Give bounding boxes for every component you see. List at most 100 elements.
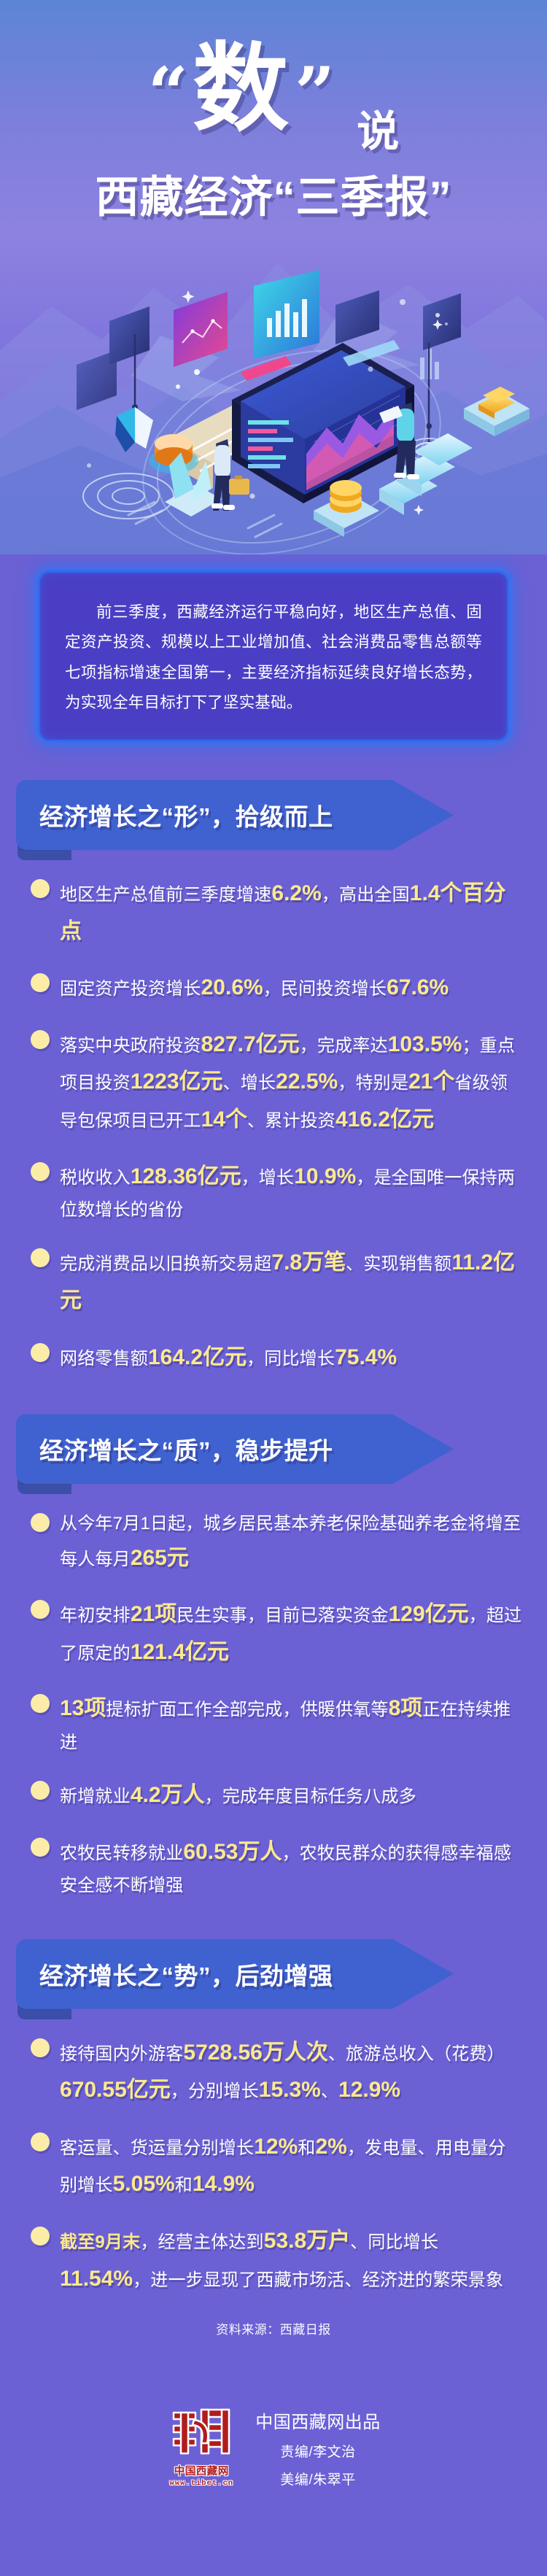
bullet-dot-icon bbox=[31, 1248, 50, 1268]
highlight-value: 103.5% bbox=[387, 1032, 462, 1056]
highlight-value: 12% bbox=[254, 2134, 298, 2159]
plain-text: ，民间投资增长 bbox=[263, 979, 387, 999]
plain-text: ，完成年度目标任务八成多 bbox=[204, 1787, 416, 1807]
bullet-text: 网络零售额164.2亿元，同比增长75.4% bbox=[60, 1345, 397, 1369]
bullet-list: 从今年7月1日起，城乡居民基本养老保险基础养老金将增至每人每月265元年初安排2… bbox=[0, 1509, 547, 1900]
bullet-text: 地区生产总值前三季度增速6.2%，高出全国1.4个百分点 bbox=[60, 881, 506, 943]
plain-text: 农牧民转移就业 bbox=[60, 1843, 184, 1863]
highlight-value: 12.9% bbox=[338, 2078, 401, 2103]
plain-text: 提标扩面工作全部完成，供暖供氧等 bbox=[106, 1700, 389, 1720]
designer-credit: 美编/朱翠平 bbox=[280, 2472, 356, 2488]
tibet-net-logo[interactable]: 中国西藏网 www.tibet.cn bbox=[166, 2408, 236, 2488]
highlight-value: 129亿元 bbox=[388, 1602, 469, 1627]
section-3: 经济增长之“势”，后劲增强 接待国内外游客5728.56万人次、旅游总收入（花费）… bbox=[0, 1938, 547, 2298]
bullet-dot-icon bbox=[31, 973, 50, 993]
plain-text: ，城乡居民基本养老保险基础养老金将增至每人每月 bbox=[60, 1514, 521, 1569]
highlight-value: 5.05% bbox=[112, 2172, 175, 2197]
bullet-item: 新增就业4.2万人，完成年度目标任务八成多 bbox=[0, 1776, 522, 1814]
bullet-text: 固定资产投资增长20.6%，民间投资增长67.6% bbox=[60, 975, 449, 999]
bullet-dot-icon bbox=[31, 1600, 50, 1620]
bullet-dot-icon bbox=[31, 1837, 50, 1857]
plain-text: ，农牧民群众的获得感幸福感安全感不断增强 bbox=[60, 1843, 512, 1896]
bullet-dot-icon bbox=[31, 2038, 50, 2057]
plain-text: 、实现销售额 bbox=[346, 1254, 452, 1275]
hero-title: “ 数 ” 说 西藏经济“三季报” bbox=[0, 41, 547, 225]
highlight-value: 53.8万户 bbox=[263, 2229, 351, 2253]
plain-text: 从今年7月1日起 bbox=[60, 1514, 186, 1534]
bullet-item: 完成消费品以旧换新交易超7.8万笔、实现销售额11.2亿元 bbox=[0, 1244, 522, 1319]
credits-block: 中国西藏网出品 责编/李文治 美编/朱翠平 bbox=[255, 2407, 381, 2488]
plain-text: ，是全国唯一保持两位数增长的省份 bbox=[60, 1167, 516, 1221]
plain-text: 省级领导包保项目已开工 bbox=[60, 1073, 508, 1132]
plain-text: 和 bbox=[298, 2138, 316, 2158]
bullet-text: 年初安排21项民生实事，目前已落实资金129亿元，超过了原定的121.4亿元 bbox=[60, 1602, 521, 1664]
section-banner-wrapper: 经济增长之“质”，稳步提升 bbox=[16, 1414, 454, 1495]
bullet-text: 13项提标扩面工作全部完成，供暖供氧等8项正在持续推进 bbox=[60, 1696, 511, 1752]
highlight-value: 21项 bbox=[130, 1602, 177, 1627]
bullet-text: 接待国内外游客5728.56万人次、旅游总收入（花费） 670.55亿元，分别增长… bbox=[60, 2040, 505, 2103]
plain-text: 客运量、货运量分别增长 bbox=[60, 2138, 255, 2158]
sections-container: 经济增长之“形”，拾级而上地区生产总值前三季度增速6.2%，高出全国1.4个百分… bbox=[0, 780, 547, 2297]
plain-text: 、增长 bbox=[222, 1073, 276, 1094]
quote-close-mark: ” bbox=[294, 52, 335, 134]
highlight-value: 265元 bbox=[130, 1545, 189, 1570]
bullet-item: 网络零售额164.2亿元，同比增长75.4% bbox=[0, 1339, 522, 1377]
plain-text: 民生实事，目前已落实资金 bbox=[176, 1606, 389, 1626]
highlight-value: 121.4亿元 bbox=[130, 1639, 229, 1664]
logo-url: www.tibet.cn bbox=[169, 2479, 234, 2488]
bullet-text: 农牧民转移就业60.53万人，农牧民群众的获得感幸福感安全感不断增强 bbox=[60, 1840, 512, 1896]
highlight-value: 7.8万笔 bbox=[271, 1250, 346, 1275]
bullet-dot-icon bbox=[31, 1029, 50, 1049]
bullet-item: 税收收入128.36亿元，增长10.9%，是全国唯一保持两位数增长的省份 bbox=[0, 1158, 522, 1226]
plain-text: ，高出全国 bbox=[321, 885, 410, 905]
hero-title-line1: “ 数 ” 说 bbox=[0, 41, 547, 153]
plain-text: 网络零售额 bbox=[60, 1348, 148, 1369]
highlight-value: 6.2% bbox=[271, 881, 322, 906]
bullet-item: 固定资产投资增长20.6%，民间投资增长67.6% bbox=[0, 969, 522, 1007]
highlight-value: 14.9% bbox=[192, 2172, 255, 2197]
plain-text: ，特别是 bbox=[338, 1073, 409, 1094]
plain-text: 税收收入 bbox=[60, 1167, 131, 1188]
plain-text: ，增长 bbox=[241, 1167, 295, 1188]
plain-text: ，同比增长 bbox=[247, 1348, 335, 1369]
bullet-text: 新增就业4.2万人，完成年度目标任务八成多 bbox=[60, 1783, 416, 1807]
plain-text: 、旅游总收入（花费） bbox=[327, 2043, 505, 2064]
bullet-item: 年初安排21项民生实事，目前已落实资金129亿元，超过了原定的121.4亿元 bbox=[0, 1596, 522, 1671]
isometric-data-illustration bbox=[0, 270, 547, 554]
bullet-dot-icon bbox=[31, 1781, 50, 1801]
highlight-value: 2% bbox=[315, 2134, 347, 2159]
section-banner: 经济增长之“质”，稳步提升 bbox=[16, 1414, 454, 1485]
bullet-text: 客运量、货运量分别增长12%和2%，发电量、用电量分别增长5.05%和14.9% bbox=[60, 2134, 506, 2197]
bullet-text: 完成消费品以旧换新交易超7.8万笔、实现销售额11.2亿元 bbox=[60, 1250, 515, 1312]
highlight-value: 670.55亿元 bbox=[60, 2078, 171, 2103]
plain-text: 年初安排 bbox=[60, 1606, 131, 1626]
highlight-value: 11.2亿元 bbox=[60, 1250, 516, 1313]
hero-subtitle: 西藏经济“三季报” bbox=[95, 173, 452, 222]
bullet-list: 接待国内外游客5728.56万人次、旅游总收入（花费） 670.55亿元，分别增长… bbox=[0, 2034, 547, 2298]
highlight-value: 1223亿元 bbox=[130, 1070, 223, 1094]
section-banner-label: 经济增长之“形”，拾级而上 bbox=[39, 803, 333, 831]
bullet-dot-icon bbox=[31, 2132, 50, 2151]
footer: 中国西藏网 www.tibet.cn 中国西藏网出品 责编/李文治 美编/朱翠平 bbox=[0, 2407, 547, 2576]
highlight-value: 22.5% bbox=[276, 1070, 338, 1094]
highlight-value: 67.6% bbox=[387, 975, 449, 1000]
plain-text: 、同比增长 bbox=[350, 2232, 439, 2252]
section-2: 经济增长之“质”，稳步提升从今年7月1日起，城乡居民基本养老保险基础养老金将增至… bbox=[0, 1414, 547, 1900]
section-1: 经济增长之“形”，拾级而上地区生产总值前三季度增速6.2%，高出全国1.4个百分… bbox=[0, 780, 547, 1376]
highlight-value: 416.2亿元 bbox=[335, 1107, 435, 1132]
plain-text: ，进一步显现了西藏市场活、经济进的繁荣景象 bbox=[133, 2270, 504, 2290]
highlight-value: 128.36亿元 bbox=[130, 1164, 241, 1188]
plain-text: 地区生产总值前三季度增速 bbox=[60, 885, 272, 905]
bullet-dot-icon bbox=[31, 1694, 50, 1714]
bullet-item: 13项提标扩面工作全部完成，供暖供氧等8项正在持续推进 bbox=[0, 1690, 522, 1757]
bullet-dot-icon bbox=[31, 1513, 50, 1533]
plain-text: ；重点项目投资 bbox=[60, 1035, 516, 1094]
section-banner-label: 经济增长之“质”，稳步提升 bbox=[39, 1437, 333, 1465]
plain-text: ，发电量、用电量分别增长 bbox=[60, 2138, 506, 2196]
plain-text: 、 bbox=[320, 2081, 339, 2102]
highlight-value: 5728.56万人次 bbox=[183, 2040, 328, 2065]
logo-name: 中国西藏网 bbox=[174, 2466, 229, 2478]
highlight-value: 60.53万人 bbox=[183, 1839, 282, 1864]
plain-text: ，完成率达 bbox=[299, 1035, 388, 1056]
